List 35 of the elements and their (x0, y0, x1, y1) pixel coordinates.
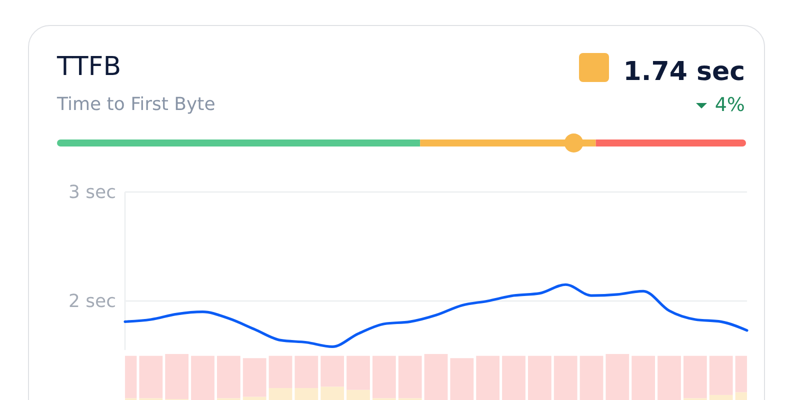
bar (398, 356, 422, 398)
bar (580, 356, 604, 400)
bar (502, 356, 526, 400)
y-tick-label: 2 sec (68, 290, 116, 312)
y-tick-label: 3 sec (68, 182, 116, 202)
text: Time to First Byte (56, 94, 216, 115)
bar (554, 356, 578, 400)
line-series (124, 283, 748, 348)
bar (268, 356, 292, 388)
bar (320, 386, 344, 400)
bar (242, 358, 266, 397)
bar (709, 356, 733, 395)
bar (139, 356, 163, 398)
bar (346, 390, 370, 400)
text: 1.74 sec (623, 57, 745, 87)
text: TTFB (56, 52, 122, 82)
bar (294, 388, 318, 400)
bar (424, 354, 448, 400)
bar (191, 356, 214, 400)
bar (450, 358, 474, 400)
bar (709, 394, 733, 400)
bar (294, 356, 318, 388)
text: 4% (714, 94, 745, 116)
bar (268, 388, 292, 400)
bar (606, 354, 630, 400)
bar (528, 356, 552, 400)
bar (216, 356, 240, 398)
bar (632, 356, 656, 400)
bar (683, 356, 707, 398)
bar (165, 354, 189, 400)
bar (346, 356, 370, 390)
bar (320, 356, 344, 387)
bar (658, 356, 681, 400)
bar (476, 356, 500, 400)
bar (372, 356, 396, 398)
